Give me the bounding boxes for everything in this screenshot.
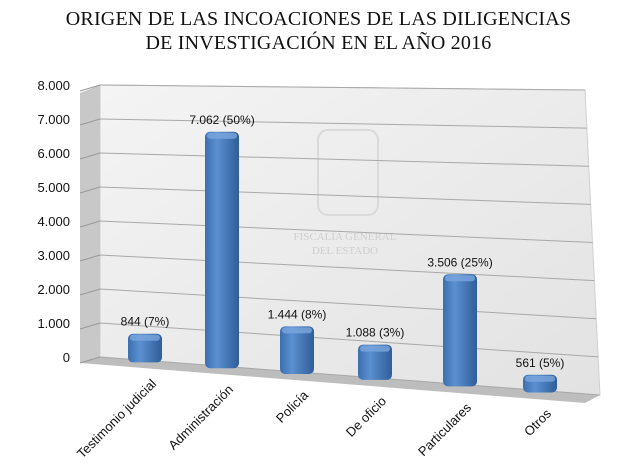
bar-group	[128, 333, 162, 363]
gridline	[99, 152, 589, 167]
gridline	[99, 118, 587, 129]
bar-group	[280, 326, 314, 374]
tick-mark	[79, 254, 101, 262]
bar-top	[445, 275, 475, 282]
x-tick-label: Particulares	[415, 400, 474, 459]
bar	[128, 333, 162, 363]
bar	[280, 326, 314, 374]
bar	[205, 131, 239, 369]
data-label: 1.088 (3%)	[346, 326, 405, 340]
y-tick-label: 5.000	[37, 180, 70, 195]
x-tick-label: Testimonio judicial	[74, 376, 159, 461]
bar-top	[207, 132, 237, 139]
bar-top	[360, 345, 390, 352]
bar-top	[525, 375, 555, 382]
gridline	[99, 254, 595, 282]
data-label: 3.506 (25%)	[427, 255, 492, 269]
watermark-text: DEL ESTADO	[312, 245, 378, 257]
bar-group	[205, 131, 239, 369]
y-tick-label: 1.000	[37, 316, 70, 331]
tick-mark	[79, 288, 101, 296]
tick-mark	[79, 118, 101, 126]
bar	[443, 274, 477, 387]
tick-mark	[79, 152, 101, 160]
gridline	[99, 220, 593, 243]
bar-group	[523, 374, 557, 393]
y-tick-label: 6.000	[37, 146, 70, 161]
x-tick-label: Otros	[521, 406, 554, 439]
data-label: 844 (7%)	[121, 315, 170, 329]
gridline	[99, 186, 591, 205]
y-tick-label: 3.000	[37, 248, 70, 263]
bar-group	[443, 274, 477, 387]
data-label: 561 (5%)	[516, 356, 565, 370]
gridline	[99, 356, 601, 396]
chart-title-line-1: ORIGEN DE LAS INCOACIONES DE LAS DILIGEN…	[65, 8, 572, 30]
gridline	[99, 84, 586, 91]
watermark-text: FISCALÍA GENERAL	[294, 231, 397, 243]
bar	[358, 344, 392, 380]
tick-mark	[79, 84, 101, 92]
bar-top	[130, 334, 160, 341]
y-tick-label: 0	[63, 350, 70, 365]
data-label: 7.062 (50%)	[189, 113, 254, 127]
floor	[80, 357, 600, 403]
data-label: 1.444 (8%)	[268, 307, 327, 321]
y-tick-label: 2.000	[37, 282, 70, 297]
gridline	[99, 288, 597, 320]
gridline	[99, 322, 599, 358]
y-tick-label: 7.000	[37, 112, 70, 127]
x-tick-label: De oficio	[343, 393, 389, 439]
x-tick-label: Policía	[273, 387, 312, 426]
bar-top	[282, 327, 312, 334]
x-tick-label: Administración	[165, 382, 236, 453]
chart-title-line-2: DE INVESTIGACIÓN EN EL AÑO 2016	[145, 32, 492, 54]
watermark-emblem	[317, 129, 379, 216]
y-tick-label: 4.000	[37, 214, 70, 229]
tick-mark	[79, 186, 101, 194]
bar-group	[358, 344, 392, 380]
y-tick-label: 8.000	[37, 78, 70, 93]
tick-mark	[79, 322, 101, 330]
tick-mark	[79, 356, 101, 364]
tick-mark	[79, 220, 101, 228]
